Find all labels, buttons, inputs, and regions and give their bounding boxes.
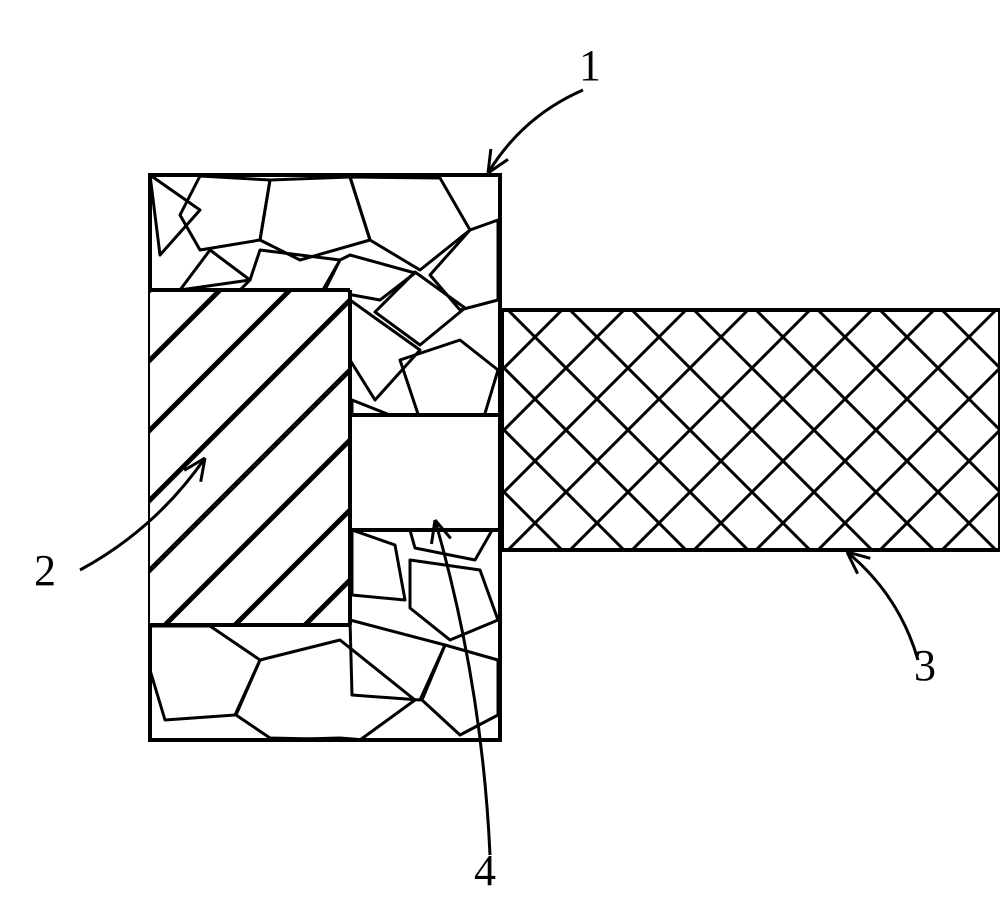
callout-label-3: 3	[914, 641, 936, 690]
callout-label-1: 1	[579, 41, 601, 90]
callout-label-4: 4	[474, 846, 496, 895]
callout-label-2: 2	[34, 546, 56, 595]
technical-diagram: 1 2 3 4	[0, 0, 1000, 917]
region-4-cavity	[350, 415, 500, 530]
